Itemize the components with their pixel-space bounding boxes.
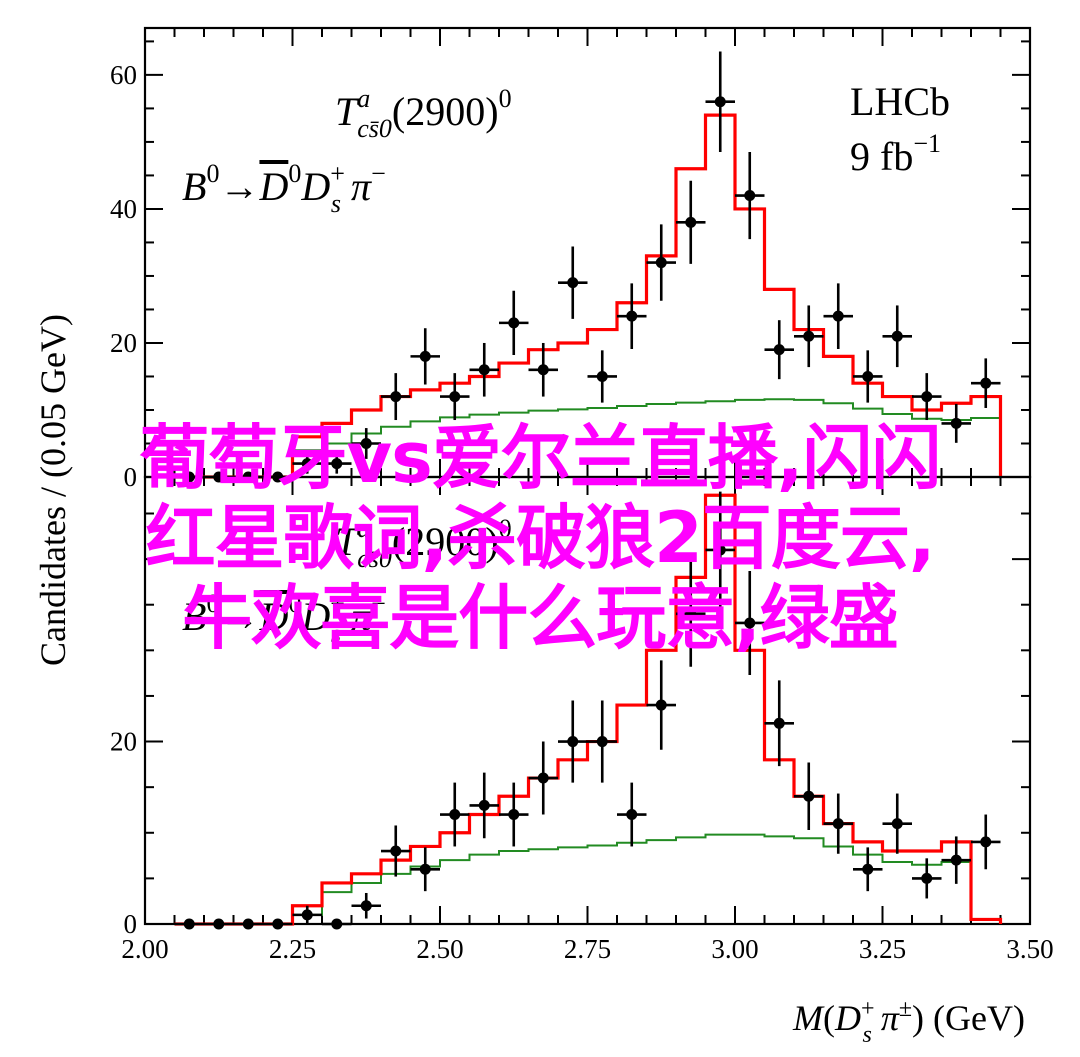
- bottom-data-point: [853, 847, 883, 892]
- bottom-data-point: [941, 836, 971, 884]
- x-axis-label: M(D+ s π±) (GeV): [792, 996, 1025, 1048]
- top-decay-label: B0→D0D+ s π−: [182, 159, 386, 218]
- top-data-point: [853, 350, 883, 403]
- bottom-data-point: [558, 700, 588, 783]
- top-data-point: [381, 373, 411, 421]
- x-axis: 2.00 2.25 2.50 2.75 3.00 3.25 3.50: [121, 934, 1053, 964]
- top-state-label: Ta cs̄0(2900)0: [335, 84, 512, 143]
- top-background-curve: [174, 398, 1002, 478]
- top-data-point: [617, 283, 647, 350]
- bottom-data-point: [322, 918, 352, 930]
- bottom-decay-label: B0→D0D+ s π−: [182, 589, 386, 648]
- bottom-data-point: [469, 772, 499, 839]
- bottom-data-point: [971, 814, 1001, 870]
- xtick-label: 2.25: [269, 934, 316, 964]
- top-data-point: [882, 305, 912, 368]
- bottom-data-point: [705, 491, 735, 609]
- bottom-data-point: [381, 825, 411, 877]
- bottom-data-point: [440, 782, 470, 847]
- top-data-point: [941, 403, 971, 443]
- overlay-line-2: 红星歌词,杀破狼2百度云,: [145, 497, 936, 579]
- top-data-point: [646, 224, 676, 301]
- xtick-label: 3.50: [1006, 934, 1053, 964]
- bottom-background-curve: [174, 833, 1002, 925]
- top-ytick-label: 20: [110, 328, 137, 358]
- xtick-label: 3.25: [859, 934, 906, 964]
- top-data-point: [469, 342, 499, 397]
- top-data-point: [912, 373, 942, 421]
- top-data-point: [499, 290, 529, 356]
- top-ytick-label: 40: [110, 194, 137, 224]
- top-data-point: [705, 51, 735, 152]
- bottom-data-point: [410, 847, 440, 892]
- bottom-data-point: [499, 782, 529, 847]
- top-panel: 0 20 40 60: [110, 26, 1032, 492]
- bottom-data-point: [676, 560, 706, 667]
- bottom-panel: 0 20: [110, 475, 1032, 939]
- bottom-data-point: [794, 762, 824, 831]
- bottom-ytick-label: 0: [124, 909, 138, 939]
- bottom-data-point: [646, 660, 676, 750]
- top-data-point: [971, 358, 1001, 408]
- top-data-point: [528, 342, 558, 397]
- top-data-point: [823, 283, 853, 350]
- overlay-line-1: 葡萄牙vs爱尔兰直播,闪闪: [139, 417, 942, 499]
- bottom-data-point: [292, 905, 322, 924]
- bottom-data-point: [912, 858, 942, 899]
- top-data-point: [794, 305, 824, 368]
- bottom-data-point: [823, 793, 853, 854]
- bottom-data-point: [351, 892, 381, 919]
- top-ytick-label: 0: [124, 462, 138, 492]
- bottom-data-point: [764, 680, 794, 767]
- bottom-data-point: [233, 918, 263, 930]
- luminosity-label: 9 fb−1: [850, 129, 941, 179]
- bottom-data-point: [882, 793, 912, 854]
- bottom-data-point: [174, 918, 204, 930]
- experiment-label: LHCb: [850, 79, 950, 124]
- bottom-data-point: [204, 918, 234, 930]
- bottom-data-point: [528, 741, 558, 815]
- top-data-point: [735, 151, 765, 240]
- bottom-data-point: [263, 918, 293, 930]
- overlay-line-3: 牛欢喜是什么玩意,绿盛: [182, 577, 899, 659]
- top-data-point: [292, 453, 322, 474]
- xtick-label: 2.75: [564, 934, 611, 964]
- top-ytick-label: 60: [110, 60, 137, 90]
- top-data-point: [410, 328, 440, 385]
- top-data-point: [587, 350, 617, 403]
- top-data-point: [351, 428, 381, 459]
- top-data-point: [676, 180, 706, 264]
- top-data-point: [322, 453, 352, 474]
- xtick-label: 2.50: [416, 934, 463, 964]
- y-axis-label: Candidates / (0.05 GeV): [33, 314, 73, 666]
- bottom-data-point: [617, 782, 647, 847]
- top-data-point: [558, 246, 588, 319]
- bottom-data-point: [587, 700, 617, 783]
- top-data-point: [764, 320, 794, 380]
- bottom-ytick-label: 20: [110, 727, 137, 757]
- xtick-label: 3.00: [711, 934, 758, 964]
- bottom-state-label: Ta cs̄0(2900)0: [335, 514, 512, 573]
- bottom-data-point: [735, 570, 765, 675]
- xtick-label: 2.00: [121, 934, 168, 964]
- top-data-point: [440, 373, 470, 421]
